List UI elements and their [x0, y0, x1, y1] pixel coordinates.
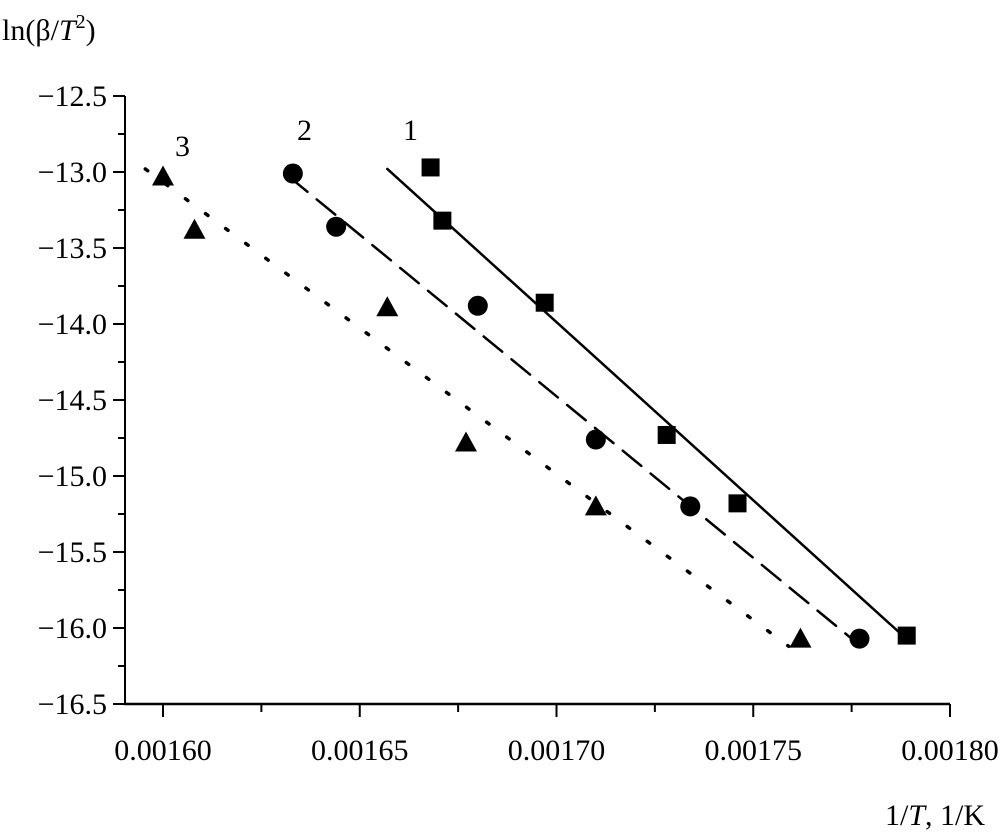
circle-marker [326, 216, 347, 237]
y-tick-label: −14.5 [38, 384, 107, 417]
y-tick-label: −13.5 [38, 232, 107, 265]
square-marker [897, 626, 916, 645]
y-axis-title: ln(β/T2) [2, 11, 96, 47]
y-tick-label: −16.0 [38, 612, 107, 645]
y-tick-label: −16.5 [38, 688, 107, 721]
x-tick-label: 0.00175 [705, 734, 803, 767]
y-tick-label: −15.0 [38, 460, 107, 493]
triangle-marker [584, 495, 607, 516]
x-tick-label: 0.00160 [114, 734, 212, 767]
x-tick-label: 0.00165 [311, 734, 409, 767]
x-tick-label: 0.00180 [901, 734, 999, 767]
y-tick-label: −12.5 [38, 80, 107, 113]
tick-labels: −12.5 −13.0 −13.5 −14.0 −14.5 −15.0 −15.5 −16.0… [38, 80, 999, 767]
series-label-2: 2 [297, 114, 312, 147]
fit-lines [143, 167, 905, 648]
fit-line-series-1 [386, 167, 905, 637]
square-marker [728, 494, 747, 513]
series-label-3: 3 [175, 130, 190, 163]
fit-line-series-2 [287, 175, 853, 640]
square-marker [433, 211, 452, 230]
y-tick-label: −13.0 [38, 156, 107, 189]
y-tick-label: −15.5 [38, 536, 107, 569]
circle-marker [282, 163, 303, 184]
circle-marker [585, 429, 606, 450]
triangle-marker [454, 431, 477, 452]
triangle-marker [152, 165, 174, 186]
axes [113, 95, 951, 717]
square-marker [421, 158, 440, 177]
series-label-1: 1 [403, 114, 418, 147]
x-tick-label: 0.00170 [508, 734, 606, 767]
data-points [152, 158, 916, 649]
fit-line-series-3 [143, 167, 791, 648]
circle-marker [680, 496, 701, 517]
y-tick-label: −14.0 [38, 308, 107, 341]
circle-marker [467, 295, 488, 316]
square-marker [657, 425, 676, 444]
triangle-marker [183, 218, 206, 239]
triangle-marker [789, 627, 812, 648]
circle-marker [849, 628, 870, 649]
triangle-marker [376, 296, 399, 317]
x-axis-title: 1/T, 1/K [885, 799, 985, 832]
square-marker [535, 293, 554, 312]
